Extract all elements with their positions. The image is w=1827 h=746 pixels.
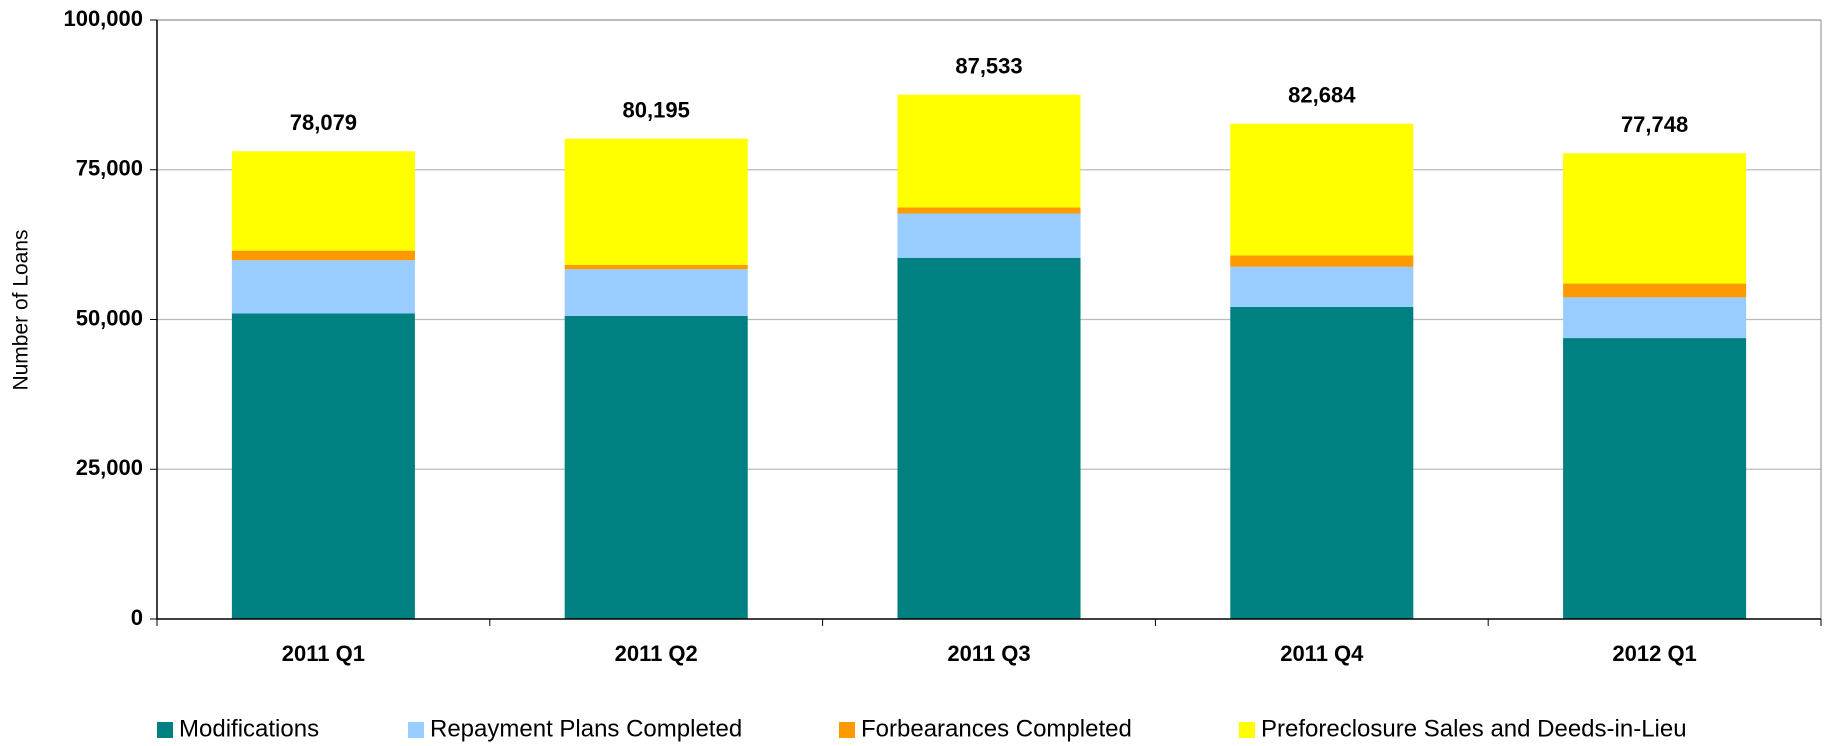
bar-segment (1563, 283, 1747, 298)
bar-segment (564, 269, 748, 316)
bar-segment (231, 151, 415, 251)
x-tick-label: 2012 Q1 (1612, 641, 1696, 666)
bar-segment (1563, 338, 1747, 619)
bar-segment (231, 313, 415, 619)
total-label: 80,195 (623, 97, 690, 122)
legend-label: Preforeclosure Sales and Deeds-in-Lieu (1261, 715, 1687, 742)
legend-swatch (408, 722, 424, 738)
bar-segment (897, 207, 1081, 214)
bar-segment (564, 264, 748, 270)
bar-segment (564, 315, 748, 619)
x-tick-label: 2011 Q4 (1280, 641, 1364, 666)
legend-swatch (839, 722, 855, 738)
legend-swatch (157, 722, 173, 738)
bar-segment (897, 94, 1081, 208)
bar-segment (897, 213, 1081, 258)
y-tick-label: 0 (131, 605, 143, 630)
y-tick-label: 100,000 (63, 6, 143, 31)
bar-segment (1230, 255, 1414, 267)
bar-segment (564, 138, 748, 265)
y-tick-label: 25,000 (76, 455, 143, 480)
total-label: 78,079 (290, 110, 357, 135)
total-label: 77,748 (1621, 112, 1688, 137)
legend-label: Forbearances Completed (861, 715, 1132, 742)
bar-segment (1230, 123, 1414, 256)
bar-segment (1563, 153, 1747, 284)
legend-label: Repayment Plans Completed (430, 715, 742, 742)
bar-segment (231, 260, 415, 314)
x-tick-label: 2011 Q2 (615, 641, 698, 666)
x-tick-label: 2011 Q1 (282, 641, 365, 666)
legend-swatch (1239, 722, 1255, 738)
y-tick-label: 50,000 (76, 305, 143, 330)
x-tick-label: 2011 Q3 (947, 641, 1030, 666)
bar-segment (1230, 266, 1414, 307)
bar-segment (897, 257, 1081, 619)
legend-label: Modifications (179, 715, 319, 742)
total-label: 82,684 (1288, 83, 1356, 108)
bar-segment (231, 250, 415, 261)
bar-segment (1563, 297, 1747, 339)
total-label: 87,533 (955, 53, 1022, 78)
y-axis-label: Number of Loans (10, 229, 33, 390)
y-tick-label: 75,000 (76, 156, 143, 181)
bar-segment (1230, 306, 1414, 619)
